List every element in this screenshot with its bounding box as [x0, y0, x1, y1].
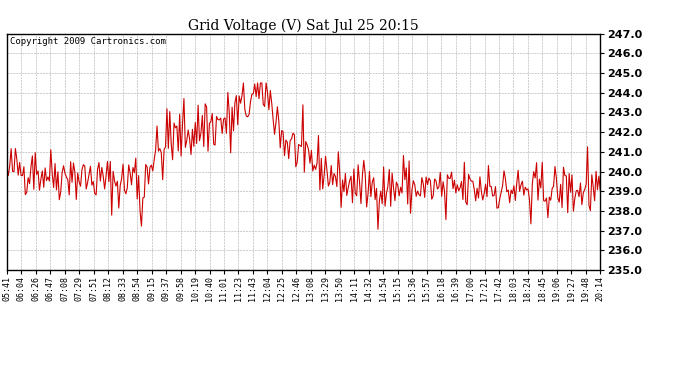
- Text: Copyright 2009 Cartronics.com: Copyright 2009 Cartronics.com: [10, 37, 166, 46]
- Title: Grid Voltage (V) Sat Jul 25 20:15: Grid Voltage (V) Sat Jul 25 20:15: [188, 18, 419, 33]
